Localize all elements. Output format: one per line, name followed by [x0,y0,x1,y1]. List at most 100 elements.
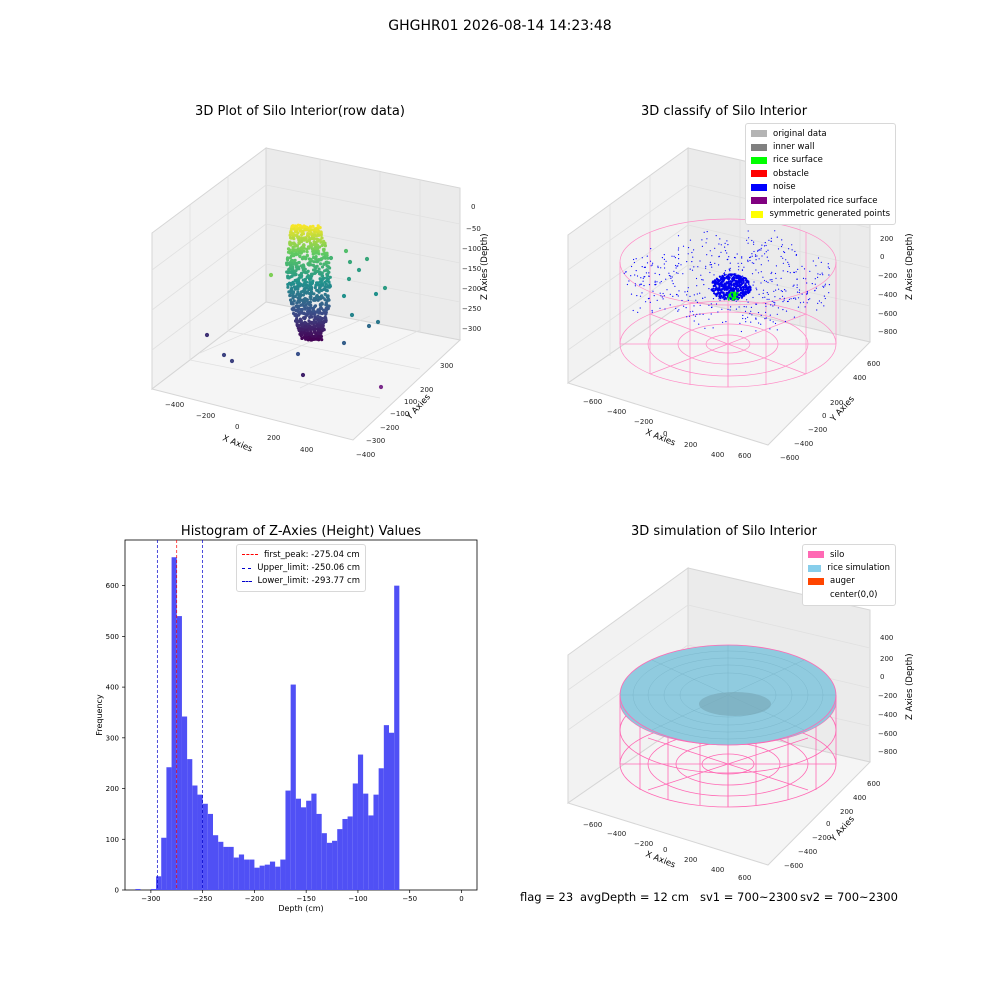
noise-point [755,259,757,261]
noise-point [693,249,695,251]
noise-point [677,249,680,251]
data-point [299,319,303,323]
data-point [294,286,298,290]
histogram-xtick-label: −300 [141,895,160,903]
noise-point [780,245,783,248]
legend-label: symmetric generated points [769,209,890,220]
data-point [300,298,304,302]
legend-label: rice simulation [827,563,890,574]
noise-point [671,276,673,278]
data-point [304,328,308,332]
noise-point [758,322,760,324]
noise-point [699,304,701,306]
data-point [322,321,326,325]
data-point [290,274,294,278]
noise-point [745,321,747,323]
cluster-point [739,289,743,292]
histogram-bar [357,754,364,890]
legend-swatch [751,197,767,205]
sim-ztick: 0 [880,673,884,681]
legend-item: rice surface [751,154,890,167]
histogram-bar [373,794,379,890]
legend-label: noise [773,182,796,193]
noise-point [652,290,654,292]
data-point [309,306,313,310]
noise-point [787,271,789,273]
noise-point [767,249,769,251]
cluster-point [718,279,722,282]
data-point [319,288,323,292]
noise-point [647,298,650,300]
data-point [294,309,298,313]
data-point [302,264,306,268]
noise-point [689,295,691,297]
noise-point [771,300,773,302]
histogram-ylabel: Frequency [95,694,104,736]
data-point [313,304,318,308]
data-point [298,224,302,228]
data-point [325,264,329,268]
data-point [321,296,325,300]
outlier-point [268,272,274,278]
histogram-bar [244,859,250,890]
noise-point [675,267,677,269]
data-point [320,301,324,305]
noise-point [659,307,661,309]
noise-point [747,230,749,232]
noise-point [706,254,708,256]
noise-point [695,299,697,301]
noise-point [793,271,795,273]
legend-item: noise [751,181,890,194]
noise-point [748,237,750,239]
sv1-text: sv1 = 700~2300 [700,890,798,904]
data-point [317,295,321,300]
noise-point [755,269,757,271]
noise-point [686,294,688,296]
cluster-point [737,288,740,291]
noise-point [637,311,639,313]
data-point [327,280,331,284]
cluster-point [732,279,736,282]
noise-point [746,299,748,301]
histogram-bar [383,725,389,890]
data-point [293,230,298,234]
data-point [288,263,292,267]
sim-xtick: −400 [607,830,626,838]
data-point [320,307,324,311]
classify-legend: original data inner wall rice surface obsta… [745,123,896,225]
raw-ytick: −100 [390,410,409,418]
noise-point [710,264,713,266]
cluster-point [739,277,742,280]
noise-point [678,247,680,249]
noise-point [659,292,661,294]
cls-xtick: 0 [663,430,667,438]
noise-point [669,304,671,306]
data-point [326,274,330,278]
noise-point [770,240,772,242]
histogram-bar [181,716,188,890]
cluster-point [711,280,715,283]
cluster-point [720,281,723,284]
noise-point [741,257,743,259]
data-point [312,298,316,302]
noise-point [755,287,757,289]
data-point [309,303,313,307]
noise-point [764,253,766,255]
noise-point [641,266,643,268]
noise-point [747,259,749,261]
noise-point [648,275,650,277]
data-point [290,259,294,263]
data-point [319,331,323,335]
cluster-point [742,276,745,279]
noise-point [686,316,688,318]
histogram-bar [378,768,384,890]
noise-point [651,264,653,266]
histogram-xtick-label: −50 [402,895,417,903]
noise-point [805,278,807,280]
noise-point [692,310,694,312]
data-point [302,316,306,320]
noise-point [795,271,797,273]
cluster-point [735,274,739,277]
rice-surface-point [727,299,730,301]
noise-point [780,255,782,258]
